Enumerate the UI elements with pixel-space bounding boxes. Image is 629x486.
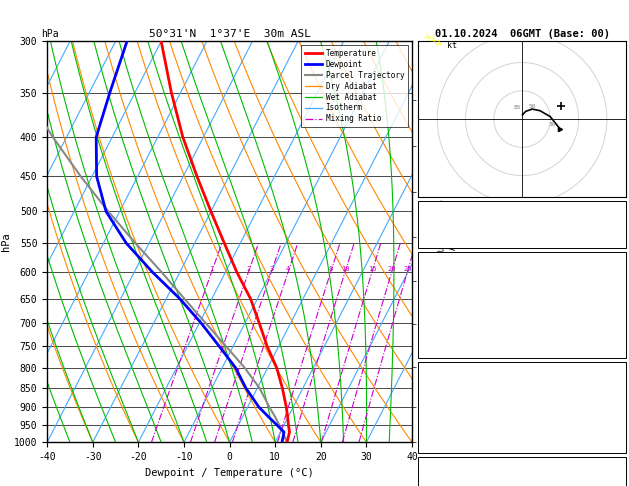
- Text: 3: 3: [269, 266, 274, 272]
- Text: CAPE (J): CAPE (J): [422, 327, 469, 337]
- Text: 1: 1: [209, 266, 214, 272]
- Text: hPa: hPa: [41, 29, 58, 39]
- Text: Lifted Index: Lifted Index: [422, 312, 493, 323]
- Text: 11.5: 11.5: [599, 283, 622, 294]
- Text: >>>: >>>: [421, 202, 444, 221]
- Text: kt: kt: [447, 41, 457, 51]
- Text: 50°31'N  1°37'E  30m ASL: 50°31'N 1°37'E 30m ASL: [148, 29, 311, 39]
- Text: © weatheronline.co.uk: © weatheronline.co.uk: [465, 462, 579, 471]
- Text: 0: 0: [616, 437, 622, 447]
- Text: >>>: >>>: [421, 433, 444, 451]
- Text: Hodograph: Hodograph: [496, 459, 548, 469]
- Text: 309: 309: [604, 298, 622, 308]
- Text: 4: 4: [286, 266, 290, 272]
- Text: K: K: [422, 203, 428, 213]
- Text: θₑ (K): θₑ (K): [422, 393, 457, 403]
- Text: θₑ(K): θₑ(K): [422, 298, 452, 308]
- Text: Temp (°C): Temp (°C): [422, 269, 475, 279]
- Text: Mixing Ratio (g/kg): Mixing Ratio (g/kg): [438, 198, 447, 286]
- Y-axis label: hPa: hPa: [1, 232, 11, 251]
- Legend: Temperature, Dewpoint, Parcel Trajectory, Dry Adiabat, Wet Adiabat, Isotherm, Mi: Temperature, Dewpoint, Parcel Trajectory…: [301, 45, 408, 127]
- Text: Lifted Index: Lifted Index: [422, 408, 493, 418]
- Text: -7: -7: [610, 474, 622, 484]
- Text: >>>: >>>: [421, 32, 444, 51]
- Text: Most Unstable: Most Unstable: [484, 364, 560, 374]
- Text: 11: 11: [610, 408, 622, 418]
- Text: Surface: Surface: [501, 254, 543, 264]
- Text: 11: 11: [610, 312, 622, 323]
- Text: >>>: >>>: [421, 379, 444, 398]
- Text: 8: 8: [328, 266, 333, 272]
- Text: 85: 85: [514, 104, 521, 109]
- Text: 01.10.2024  06GMT (Base: 00): 01.10.2024 06GMT (Base: 00): [435, 29, 610, 39]
- Y-axis label: km
ASL: km ASL: [439, 234, 458, 250]
- Text: Pressure (mb): Pressure (mb): [422, 379, 498, 389]
- Text: 12: 12: [610, 327, 622, 337]
- X-axis label: Dewpoint / Temperature (°C): Dewpoint / Temperature (°C): [145, 468, 314, 478]
- Text: Totals Totals: Totals Totals: [422, 217, 498, 227]
- Text: CIN (J): CIN (J): [422, 342, 463, 352]
- Text: >>>: >>>: [421, 314, 444, 333]
- Text: EH: EH: [422, 474, 434, 484]
- Text: 0: 0: [616, 342, 622, 352]
- Text: 25: 25: [403, 266, 411, 272]
- Text: 12.6: 12.6: [599, 269, 622, 279]
- Text: 2: 2: [247, 266, 250, 272]
- Text: 12: 12: [610, 422, 622, 433]
- Text: CIN (J): CIN (J): [422, 437, 463, 447]
- Text: 1000: 1000: [599, 379, 622, 389]
- Text: 309: 309: [604, 393, 622, 403]
- Text: 30: 30: [548, 122, 556, 127]
- Text: Dewp (°C): Dewp (°C): [422, 283, 475, 294]
- Text: 10: 10: [341, 266, 349, 272]
- Text: 2.82: 2.82: [599, 232, 622, 242]
- Text: 15: 15: [368, 266, 376, 272]
- Text: PW (cm): PW (cm): [422, 232, 463, 242]
- Text: 50: 50: [528, 104, 536, 109]
- Text: CAPE (J): CAPE (J): [422, 422, 469, 433]
- Text: 22: 22: [610, 203, 622, 213]
- Text: 34: 34: [610, 217, 622, 227]
- Text: 20: 20: [387, 266, 396, 272]
